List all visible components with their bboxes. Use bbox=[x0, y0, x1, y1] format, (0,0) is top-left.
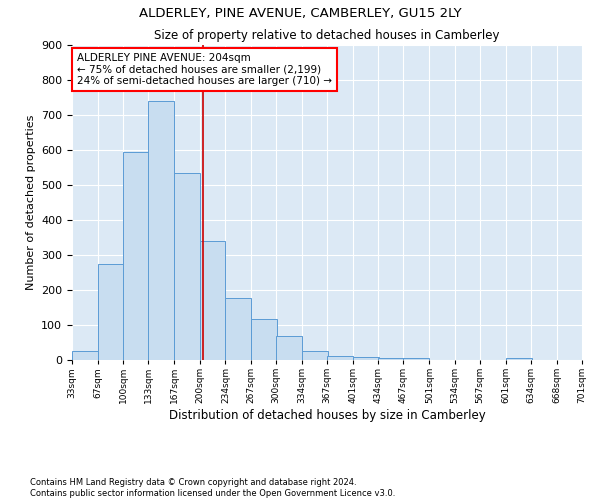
Bar bbox=[378, 358, 404, 360]
Text: Contains HM Land Registry data © Crown copyright and database right 2024.
Contai: Contains HM Land Registry data © Crown c… bbox=[30, 478, 395, 498]
Bar bbox=[403, 358, 430, 360]
Y-axis label: Number of detached properties: Number of detached properties bbox=[26, 115, 35, 290]
Bar bbox=[506, 358, 532, 360]
Bar bbox=[148, 101, 175, 360]
Bar bbox=[276, 336, 302, 360]
Text: ALDERLEY PINE AVENUE: 204sqm
← 75% of detached houses are smaller (2,199)
24% of: ALDERLEY PINE AVENUE: 204sqm ← 75% of de… bbox=[77, 53, 332, 86]
Bar bbox=[72, 351, 98, 360]
Bar bbox=[175, 173, 200, 360]
Title: Size of property relative to detached houses in Camberley: Size of property relative to detached ho… bbox=[154, 30, 500, 43]
Bar bbox=[98, 264, 124, 360]
Bar bbox=[199, 241, 226, 360]
Text: ALDERLEY, PINE AVENUE, CAMBERLEY, GU15 2LY: ALDERLEY, PINE AVENUE, CAMBERLEY, GU15 2… bbox=[139, 8, 461, 20]
Bar bbox=[353, 356, 379, 360]
Bar bbox=[226, 298, 251, 360]
Bar bbox=[327, 356, 353, 360]
Bar bbox=[302, 351, 328, 360]
Bar bbox=[123, 152, 149, 360]
X-axis label: Distribution of detached houses by size in Camberley: Distribution of detached houses by size … bbox=[169, 409, 485, 422]
Bar bbox=[251, 318, 277, 360]
